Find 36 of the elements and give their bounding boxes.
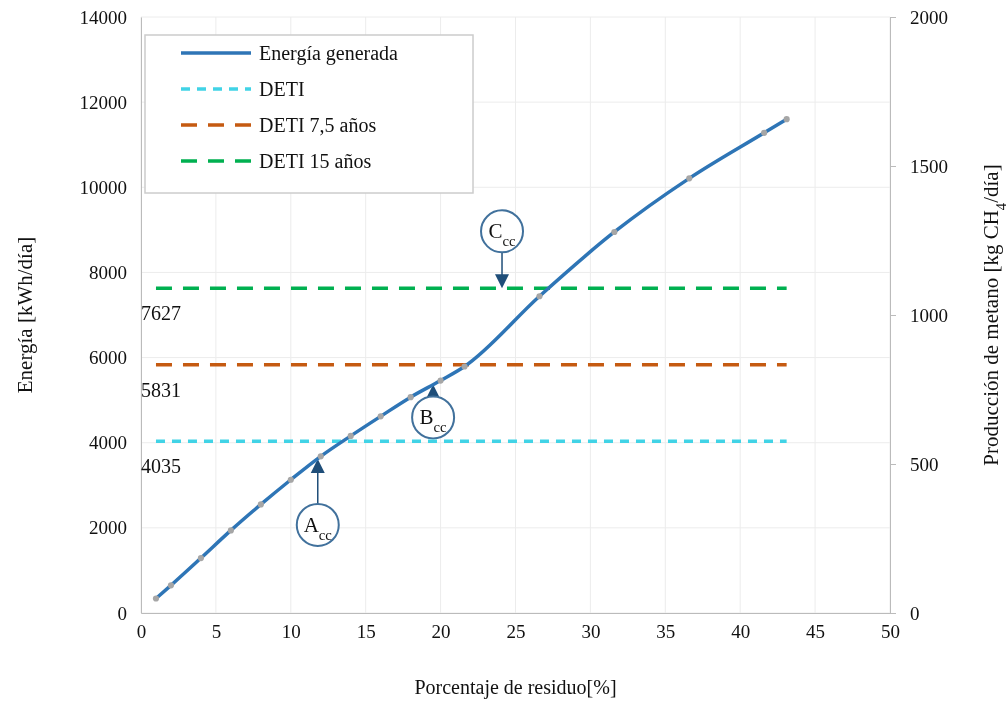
y-tick-label: 14000	[79, 6, 127, 28]
y-tick-label: 4000	[89, 432, 127, 454]
legend-label: DETI 7,5 años	[259, 114, 377, 136]
y-axis-title: Energía [kWh/día]	[13, 236, 37, 394]
x-tick-label: 5	[211, 621, 222, 643]
annotation: C$_{cc}$	[488, 219, 517, 250]
x-tick-label: 30	[581, 621, 601, 643]
x-tick-label: 50	[881, 621, 900, 643]
x-tick-label: 10	[281, 621, 301, 643]
x-tick-label: 20	[431, 621, 451, 643]
y-tick-label: 8000	[89, 262, 127, 284]
annotation: 5831	[140, 378, 181, 401]
annotation: A$_{cc}$	[303, 512, 333, 543]
x-tick-label: 0	[136, 621, 147, 643]
annotation: B$_{cc}$	[419, 405, 448, 436]
y2-tick-label: 1500	[910, 155, 948, 177]
legend-label: Energía generada	[259, 42, 399, 65]
legend-label: DETI 15 años	[259, 150, 372, 172]
y2-tick-label: 1000	[910, 304, 948, 326]
y-tick-label: 2000	[89, 517, 127, 539]
x-tick-label: 45	[806, 621, 826, 643]
y-tick-label: 6000	[89, 347, 127, 369]
y2-tick-label: 0	[910, 602, 920, 624]
annotation: 4035	[140, 455, 181, 478]
x-tick-label: 15	[356, 621, 376, 643]
x-axis-title: Porcentaje de residuo[%]	[414, 676, 617, 699]
legend-label: DETI	[259, 78, 305, 100]
y-tick-label: 10000	[79, 176, 127, 198]
y2-tick-label: 2000	[910, 6, 948, 28]
annotation: 7627	[140, 302, 181, 325]
x-tick-label: 40	[731, 621, 751, 643]
y-tick-label: 0	[117, 602, 127, 624]
y2-tick-label: 500	[910, 453, 939, 475]
x-tick-label: 25	[506, 621, 526, 643]
y-tick-label: 12000	[79, 91, 127, 113]
x-tick-label: 35	[656, 621, 676, 643]
